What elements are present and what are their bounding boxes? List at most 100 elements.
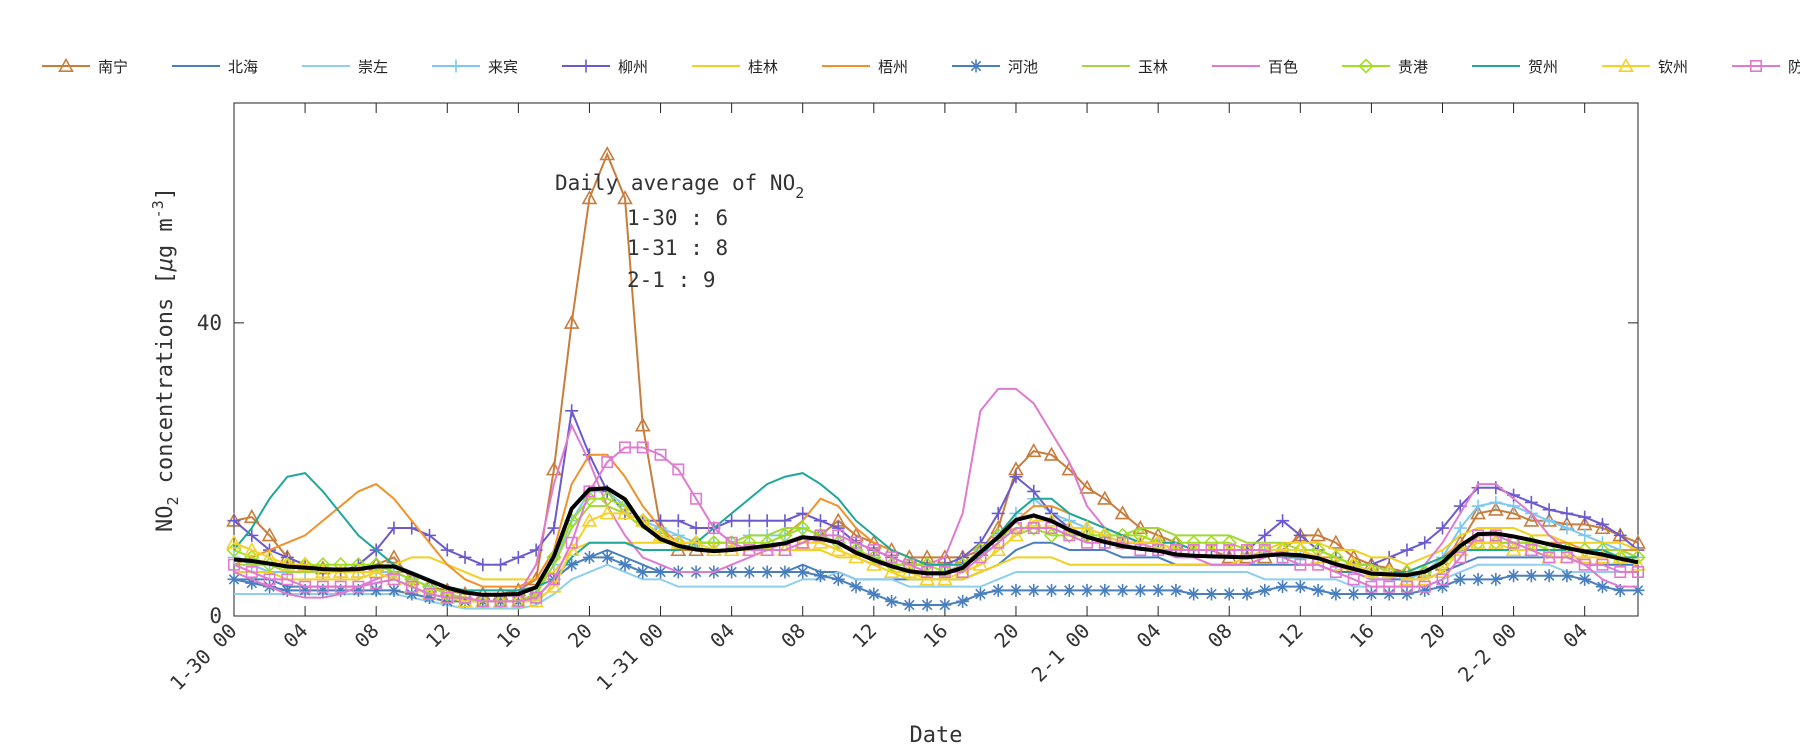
data-point	[1542, 514, 1556, 528]
data-point	[778, 565, 792, 579]
data-point	[1116, 583, 1130, 597]
data-point	[1151, 583, 1165, 597]
data-point	[1418, 536, 1432, 550]
data-point	[601, 456, 614, 469]
data-point	[813, 514, 827, 528]
data-point	[1027, 583, 1041, 597]
data-point	[1631, 583, 1645, 597]
data-point	[617, 190, 633, 205]
data-point	[263, 573, 276, 586]
data-point	[599, 491, 615, 507]
data-point	[1169, 583, 1183, 597]
data-point	[1133, 583, 1147, 597]
data-point	[1347, 587, 1361, 601]
data-point	[1434, 563, 1451, 579]
x-tick-label: 08	[350, 619, 384, 653]
data-point	[457, 590, 473, 606]
data-point	[885, 594, 899, 608]
data-point	[315, 563, 331, 579]
data-point	[742, 514, 756, 528]
legend-item-柳州: 柳州	[562, 58, 648, 76]
y-axis-label: NO2 concentrations [μg m-3]	[149, 187, 182, 532]
data-point	[725, 565, 739, 579]
data-point	[546, 549, 562, 566]
data-point	[1613, 528, 1627, 542]
data-point	[1400, 543, 1414, 557]
data-point	[956, 594, 970, 608]
data-point	[1543, 551, 1556, 564]
data-point	[1381, 563, 1398, 579]
data-point	[618, 558, 632, 572]
data-point	[1382, 587, 1396, 601]
data-point	[830, 541, 847, 557]
data-point	[1258, 528, 1272, 542]
data-point	[902, 598, 916, 612]
data-point	[742, 565, 756, 579]
data-point	[529, 543, 543, 557]
data-point	[316, 580, 329, 593]
data-point	[1276, 514, 1290, 528]
data-point	[565, 404, 579, 418]
data-point	[867, 587, 881, 601]
data-point	[243, 541, 260, 557]
data-point	[813, 569, 827, 583]
data-point	[1578, 558, 1591, 571]
data-point	[885, 551, 898, 564]
legend-item-钦州: 钦州	[1602, 57, 1688, 76]
annotation-line-3: 1-31 : 8	[627, 236, 728, 260]
annotation-line-2: 1-30 : 6	[627, 206, 728, 230]
data-point	[1079, 519, 1095, 535]
data-point	[1596, 558, 1609, 571]
data-point	[458, 550, 472, 564]
data-point	[654, 565, 668, 579]
data-point	[387, 521, 401, 535]
data-point	[1542, 503, 1556, 517]
data-point	[1453, 521, 1467, 535]
data-point	[316, 583, 330, 597]
data-point	[1346, 557, 1362, 573]
data-point	[1489, 572, 1503, 586]
data-point	[1576, 549, 1593, 564]
data-point	[689, 521, 703, 535]
data-point	[1630, 556, 1646, 571]
data-point	[1560, 569, 1574, 583]
data-point	[1507, 499, 1521, 513]
data-point	[1595, 517, 1609, 531]
series-line	[233, 151, 1639, 596]
x-tick-label: 08	[1203, 619, 1237, 653]
data-point	[369, 583, 383, 597]
data-point	[1150, 534, 1167, 549]
data-point	[1310, 527, 1326, 542]
data-point	[547, 521, 561, 535]
data-point	[1009, 470, 1023, 484]
series-贵港	[226, 491, 1646, 609]
data-point	[281, 573, 294, 586]
data-point	[1400, 587, 1414, 601]
data-point	[1525, 544, 1538, 557]
series-南宁	[226, 146, 1646, 601]
data-point	[297, 557, 313, 573]
data-point	[405, 587, 419, 601]
data-point	[387, 573, 400, 586]
legend-item-崇左: 崇左	[302, 58, 388, 76]
data-point	[1043, 446, 1060, 461]
data-point	[1399, 571, 1415, 586]
data-point	[1009, 583, 1023, 597]
data-point	[867, 544, 880, 557]
data-point	[1311, 583, 1325, 597]
data-point	[528, 593, 544, 608]
x-tick-label: 16	[492, 619, 526, 653]
x-tick-label: 04	[1558, 619, 1592, 653]
y-axis-label-end: ]	[153, 187, 178, 200]
data-point	[1560, 521, 1574, 535]
data-point	[1293, 580, 1307, 594]
data-point	[636, 565, 650, 579]
data-point	[991, 583, 1005, 597]
data-point	[1505, 505, 1522, 520]
x-tick-label: 16	[1345, 619, 1379, 653]
data-point	[299, 580, 312, 593]
data-point	[654, 448, 667, 461]
data-point	[832, 529, 845, 542]
data-point	[352, 580, 365, 593]
data-point	[990, 541, 1007, 557]
